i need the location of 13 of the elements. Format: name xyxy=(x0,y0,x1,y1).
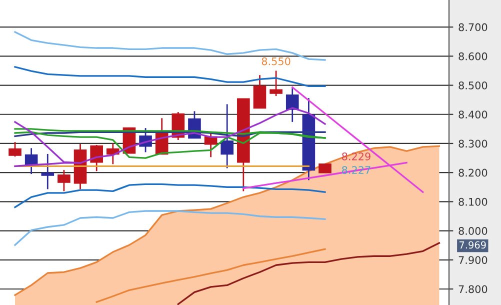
y-tick-label: 8.200 xyxy=(458,168,488,177)
annotation: 8.550 xyxy=(262,57,290,66)
text: 7.969 xyxy=(460,241,486,249)
y-tick-label: 8.500 xyxy=(458,82,488,90)
y-tick-label: 8.100 xyxy=(458,198,488,206)
y-tick-label: 7.800 xyxy=(458,285,488,294)
y-tick-label: 7.900 xyxy=(458,256,488,264)
y-tick-label: 8.000 xyxy=(458,227,488,235)
y-tick-label: 8.600 xyxy=(458,52,488,60)
annotation: 8.229 xyxy=(342,152,370,160)
y-tick-label: 8.700 xyxy=(458,23,488,32)
y-tick-label: 8.300 xyxy=(458,140,488,148)
y-tick-label: 8.400 xyxy=(458,110,488,118)
